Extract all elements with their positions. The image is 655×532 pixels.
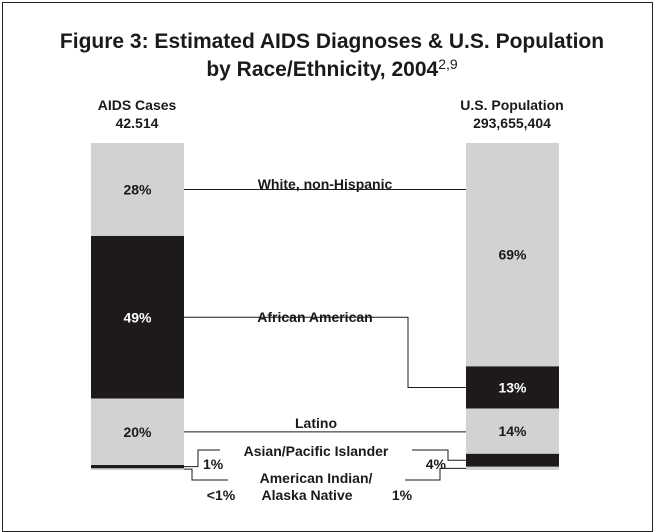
bar-left-label-latino: 20% [123,424,152,440]
stacked-bar-chart: Figure 3: Estimated AIDS Diagnoses & U.S… [60,30,604,503]
category-label-african-american: African American [257,309,372,325]
label-left-american-indian: <1% [207,487,236,503]
label-right-asian: 4% [426,456,447,472]
bar-left-label-african-american: 49% [123,309,152,325]
bar-left-label-white: 28% [123,181,152,197]
connector-american-indian-left [184,468,228,481]
bar-right-total: 293,655,404 [473,115,551,131]
connector-lines [184,188,466,481]
category-label-american-indian-2: Alaska Native [261,487,352,503]
bar-right-segment-african-american [466,366,559,409]
bar-right-label-white: 69% [498,247,527,263]
bar-right-label-latino: 14% [498,423,527,439]
bar-right-segment-white [466,143,559,367]
label-left-asian: 1% [203,456,224,472]
category-label-asian: Asian/Pacific Islander [244,443,389,459]
chart-title-line1: Figure 3: Estimated AIDS Diagnoses & U.S… [60,30,604,53]
bar-right-segment-american-indian [466,466,559,470]
bar-left-total: 42.514 [116,115,159,131]
bar-left-segment-latino [91,398,184,466]
bar-right-name: U.S. Population [460,97,563,113]
category-label-american-indian-1: American Indian/ [260,470,373,486]
bar-left-name: AIDS Cases [98,97,177,113]
bar-right-label-african-american: 13% [498,379,527,395]
bar-segments: 28% 49% 20% 69% 13% 14% [91,143,559,470]
connector-american-indian-right [405,467,466,481]
bar-left-segment-white [91,143,184,236]
bar-left-segment-african-american [91,235,184,399]
bar-right-segment-asian [466,453,559,467]
connector-asian-left [184,449,220,468]
connector-asian-right [412,449,466,461]
bar-left-segment-american-indian [91,468,184,470]
label-right-american-indian: 1% [392,487,413,503]
bar-left-segment-asian [91,465,184,469]
connector-african-american [184,316,466,388]
category-label-latino: Latino [295,415,337,431]
category-label-white: White, non-Hispanic [258,176,393,192]
bar-right-segment-latino [466,408,559,454]
chart-title-line2: by Race/Ethnicity, 20042,9 [206,56,458,81]
chart-title-superscript: 2,9 [438,56,458,72]
chart-title-line2-text: by Race/Ethnicity, 2004 [206,58,438,81]
